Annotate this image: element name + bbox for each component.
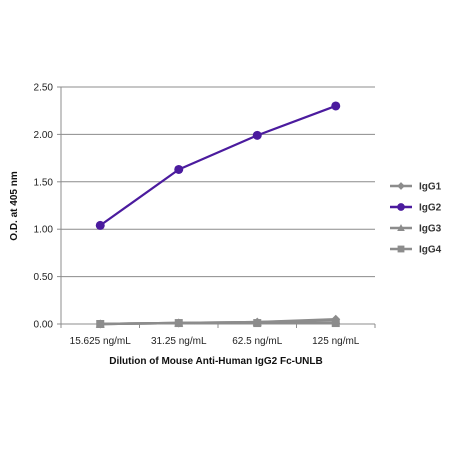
y-tick-label-1: 0.50 — [34, 272, 54, 283]
legend-marker-igg2 — [397, 203, 405, 211]
y-tick-label-3: 1.50 — [34, 177, 54, 188]
series-igg2 — [95, 101, 341, 230]
legend-label-igg4: IgG4 — [419, 245, 442, 256]
data-point-igg2-0 — [95, 220, 105, 230]
x-tick-label-2: 62.5 ng/mL — [232, 336, 282, 347]
series-line-igg1 — [100, 318, 336, 326]
legend-item-igg4: IgG4 — [390, 245, 442, 256]
y-tick-label-0: 0.00 — [34, 320, 54, 331]
y-axis-title: O.D. at 405 nm — [9, 171, 20, 241]
data-point-igg1-0 — [95, 319, 105, 329]
data-point-igg1-3 — [331, 314, 341, 324]
series-group — [95, 101, 341, 329]
y-tick-label-4: 2.00 — [34, 130, 54, 141]
data-point-igg1-2 — [252, 317, 262, 327]
x-tick-label-3: 125 ng/mL — [312, 336, 360, 347]
legend: IgG1 IgG2 IgG3 IgG4 — [390, 182, 442, 256]
data-point-igg1-1 — [174, 318, 184, 328]
x-axis-ticks: 15.625 ng/mL 31.25 ng/mL 62.5 ng/mL 125 ng/… — [60, 324, 376, 347]
legend-marker-igg1 — [397, 182, 405, 190]
legend-label-igg3: IgG3 — [419, 224, 442, 235]
x-tick-label-1: 31.25 ng/mL — [151, 336, 207, 347]
legend-marker-igg3 — [397, 224, 405, 232]
gridlines — [61, 86, 375, 325]
x-tick-label-0: 15.625 ng/mL — [70, 336, 132, 347]
y-axis-ticks: 0.00 0.50 1.00 1.50 2.00 2.50 — [34, 83, 62, 331]
data-point-igg2-1 — [174, 164, 184, 174]
data-point-igg2-2 — [252, 130, 262, 140]
y-tick-label-2: 1.00 — [34, 225, 54, 236]
legend-marker-igg4 — [397, 245, 405, 253]
y-tick-label-5: 2.50 — [34, 83, 54, 94]
series-line-igg2 — [99, 104, 337, 227]
legend-label-igg1: IgG1 — [419, 182, 442, 193]
legend-label-igg2: IgG2 — [419, 203, 442, 214]
x-axis-title: Dilution of Mouse Anti-Human IgG2 Fc-UNL… — [109, 356, 323, 367]
data-point-igg2-3 — [331, 101, 341, 111]
series-igg1 — [95, 314, 341, 329]
legend-item-igg3: IgG3 — [390, 224, 442, 235]
legend-item-igg1: IgG1 — [390, 182, 442, 193]
legend-item-igg2: IgG2 — [390, 203, 442, 214]
